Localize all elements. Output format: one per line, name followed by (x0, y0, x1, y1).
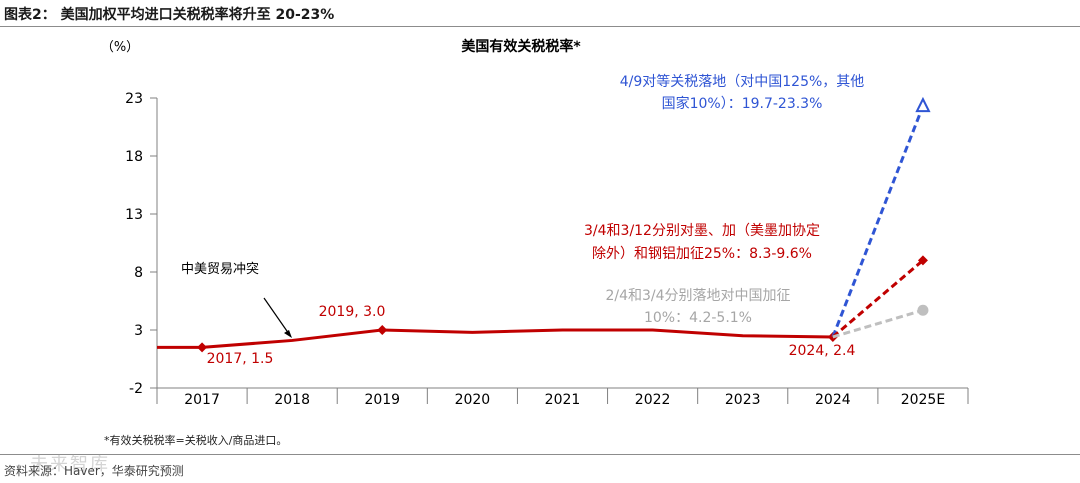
bottom-rule (0, 454, 1080, 455)
footnote: *有效关税税率=关税收入/商品进口。 (104, 434, 288, 447)
y-unit-label: （%） (101, 40, 139, 55)
x-tick-label: 2018 (274, 392, 310, 408)
marker-actual-2019 (377, 325, 388, 335)
series-layer (157, 96, 931, 353)
marker-actual-2017 (197, 342, 208, 353)
projection-line-gray (832, 308, 924, 339)
chart-title: 美国有效关税税率* (461, 38, 581, 55)
projection-marker-blue (915, 96, 931, 113)
label-2024: 2024, 2.4 (789, 343, 856, 359)
projection-marker-red (917, 255, 928, 266)
annotation-trade-war: 中美贸易冲突 (181, 261, 259, 277)
annotation-blue-2: 国家10%）：19.7-23.3% (662, 95, 823, 112)
trade-war-arrow (263, 297, 290, 335)
axes: -2 3 8 13 18 23 2017 2018 2019 2020 2021 2022 2023 20… (125, 91, 969, 408)
x-tick-label: 2017 (184, 392, 220, 408)
x-tick-label: 2023 (725, 392, 761, 408)
top-rule (0, 26, 1080, 27)
annotation-blue-1: 4/9对等关税落地（对中国125%，其他 (620, 73, 865, 90)
series-line-actual (157, 328, 833, 349)
watermark: 未来智库 (30, 454, 110, 475)
trade-war-arrowhead (284, 330, 292, 338)
y-tick-label: 18 (125, 149, 143, 165)
label-2017: 2017, 1.5 (207, 351, 274, 367)
x-tick-label: 2022 (635, 392, 671, 408)
source-line: 资料来源：Haver，华泰研究预测 (4, 464, 184, 478)
y-tick-label: 3 (134, 323, 143, 339)
x-tick-label: 2025E (901, 392, 945, 408)
label-2019: 2019, 3.0 (319, 304, 386, 320)
annotation-gray-2: 10%：4.2-5.1% (644, 310, 752, 326)
y-tick-label: 13 (125, 207, 143, 223)
y-tick-label: 8 (134, 265, 143, 281)
annotation-red-2: 除外）和钢铝加征25%：8.3-9.6% (592, 246, 812, 262)
tariff-chart: 美国有效关税税率* （%） -2 3 8 13 18 23 2017 2018 2019 2020… (101, 38, 969, 408)
annotation-gray-1: 2/4和3/4分别落地对中国加征 (605, 288, 790, 304)
y-tick-label: 23 (125, 91, 143, 107)
annotation-red-1: 3/4和3/12分别对墨、加（美墨加协定 (584, 223, 820, 239)
y-tick-label: -2 (129, 381, 143, 397)
projection-line-blue (831, 105, 925, 338)
x-tick-label: 2021 (545, 392, 581, 408)
x-tick-label: 2019 (364, 392, 400, 408)
x-tick-label: 2020 (455, 392, 491, 408)
projection-marker-gray (917, 304, 929, 316)
projection-line-red (831, 259, 924, 339)
figure-title: 图表2： 美国加权平均进口关税税率将升至 20-23% (4, 7, 335, 23)
x-tick-label: 2024 (815, 392, 851, 408)
